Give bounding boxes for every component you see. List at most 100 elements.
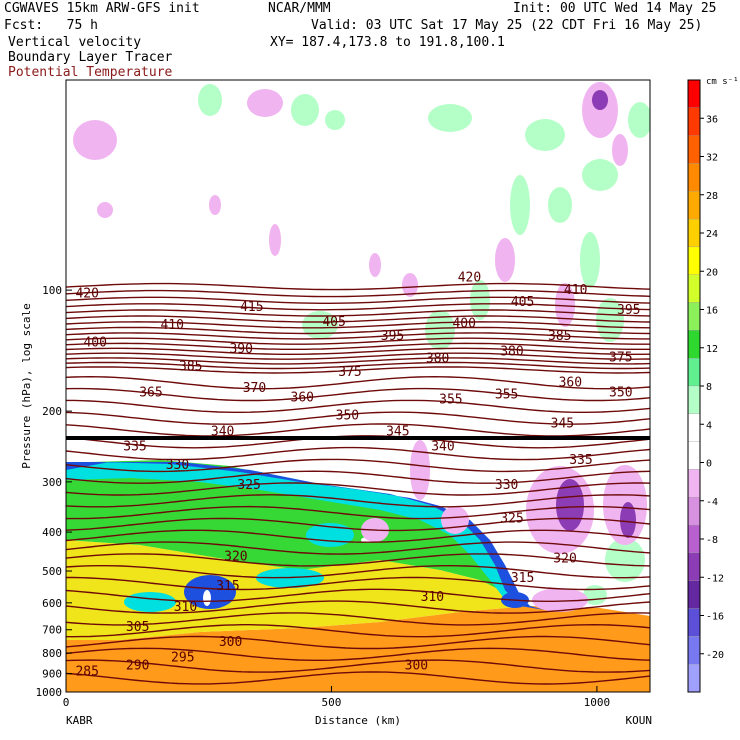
colorbar-swatch	[687, 552, 701, 581]
colorbar-label: -4	[706, 497, 718, 508]
colorbar-swatch	[687, 302, 701, 331]
tracer-white-core-1	[203, 590, 211, 606]
theta-contour	[66, 505, 650, 520]
theta-label: 320	[224, 549, 247, 564]
y-tick-label: 100	[42, 284, 62, 297]
theta-label: 420	[458, 270, 481, 285]
colorbar-label: -16	[706, 612, 724, 623]
theta-contour-lines	[66, 282, 650, 685]
theta-label: 310	[174, 600, 197, 615]
theta-label: 315	[216, 579, 239, 594]
colorbar-swatch	[687, 441, 701, 470]
colorbar-swatch	[687, 79, 701, 108]
theta-label: 405	[322, 315, 345, 330]
theta-contour	[66, 303, 650, 311]
theta-contour	[66, 375, 650, 390]
theta-label: 335	[123, 440, 146, 455]
theta-label: 395	[617, 303, 640, 318]
theta-label: 390	[229, 342, 252, 357]
theta-label: 375	[609, 350, 632, 365]
colorbar-swatch	[687, 580, 701, 609]
init-time: Init: 00 UTC Wed 14 May 25	[513, 1, 717, 16]
theta-contour	[66, 296, 650, 304]
theta-label: 320	[553, 551, 576, 566]
theta-contour	[66, 647, 650, 661]
theta-contour	[66, 623, 650, 638]
colorbar-swatch	[687, 246, 701, 275]
theta-contour	[66, 446, 650, 461]
theta-contour	[66, 553, 650, 567]
theta-contour	[66, 332, 650, 340]
theta-contour	[66, 387, 650, 402]
theta-contour	[66, 289, 650, 298]
colorbar-swatch	[687, 107, 701, 136]
colorbar-swatch	[687, 163, 701, 192]
colorbar-label: 12	[706, 344, 718, 355]
theta-label: 395	[381, 329, 404, 344]
plot-frame	[65, 79, 651, 693]
colorbar-label: 8	[706, 382, 712, 393]
tracer-cyan-region	[66, 462, 520, 606]
theta-label: 385	[179, 360, 202, 375]
theta-label: 335	[569, 453, 592, 468]
theta-contour	[66, 326, 650, 335]
theta-contour	[66, 529, 650, 543]
theta-label: 300	[405, 659, 428, 674]
theta-label: 365	[139, 386, 162, 401]
theta-label: 345	[551, 417, 574, 432]
theta-contour	[66, 588, 650, 603]
theta-contour	[66, 435, 650, 449]
y-tick-label: 900	[42, 668, 62, 681]
theta-label: 420	[75, 287, 98, 302]
theta-label: 380	[426, 352, 449, 367]
theta-contour	[66, 357, 650, 365]
y-axis-label: Pressure (hPa), log scale	[20, 303, 33, 469]
y-tick-label: 800	[42, 647, 62, 660]
colorbar-label: 0	[706, 459, 712, 470]
theta-contour	[66, 494, 650, 508]
theta-label: 340	[211, 425, 234, 440]
colorbar: 36 32 28 24 20 16 12 8 4 0 -4 -8 -12 -16 -20	[687, 79, 724, 693]
theta-label: 410	[564, 283, 587, 298]
right-station: KOUN	[626, 714, 653, 727]
theta-label: 410	[160, 318, 183, 333]
valid-time: Valid: 03 UTC Sat 17 May 25 (22 CDT Fri …	[311, 18, 703, 33]
colorbar-swatch	[687, 469, 701, 498]
colorbar-swatch	[687, 497, 701, 526]
colorbar-label: 36	[706, 114, 718, 125]
colorbar-label: -12	[706, 573, 724, 584]
field-boundary-layer-tracer: Boundary Layer Tracer	[8, 50, 173, 65]
theta-label: 305	[126, 620, 149, 635]
colorbar-swatch	[687, 385, 701, 414]
xy-coordinates: XY= 187.4,173.8 to 191.8,100.1	[270, 35, 505, 50]
x-axis-label: Distance (km)	[315, 714, 401, 727]
theta-label: 300	[219, 635, 242, 650]
colorbar-swatch	[687, 330, 701, 359]
colorbar-swatch	[687, 524, 701, 554]
theta-label: 285	[75, 665, 98, 680]
x-axis-ticks: 0 500 1000	[63, 686, 610, 709]
x-tick-label: 500	[322, 696, 342, 709]
theta-label: 380	[500, 344, 523, 359]
theta-label: 405	[511, 295, 534, 310]
y-tick-label: 600	[42, 597, 62, 610]
colorbar-swatch	[687, 191, 701, 220]
model-title: CGWAVES 15km ARW-GFS init	[4, 1, 200, 16]
forecast-hour: Fcst: 75 h	[4, 18, 98, 33]
updraft-patches	[198, 84, 650, 605]
theta-label: 375	[338, 365, 361, 380]
colorbar-label: 4	[706, 420, 712, 431]
org-label: NCAR/MMM	[268, 1, 331, 16]
theta-label: 400	[83, 336, 106, 351]
colorbar-label: 28	[706, 191, 718, 202]
theta-contour	[66, 282, 650, 291]
colorbar-label: 24	[706, 229, 718, 240]
theta-contour	[66, 337, 650, 345]
theta-contour	[66, 342, 650, 350]
tracer-cyan-blob	[124, 592, 176, 612]
colorbar-swatch	[687, 135, 701, 164]
theta-contour	[66, 321, 650, 329]
theta-contour	[66, 352, 650, 360]
theta-label: 355	[439, 392, 462, 407]
theta-contour	[66, 541, 650, 555]
